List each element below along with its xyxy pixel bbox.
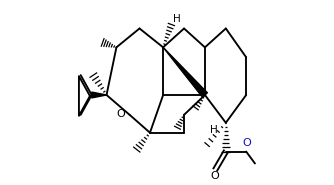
Text: O: O: [116, 110, 125, 120]
Polygon shape: [92, 92, 107, 98]
Text: O: O: [210, 171, 219, 181]
Text: O: O: [243, 137, 252, 147]
Polygon shape: [163, 47, 207, 97]
Text: H: H: [173, 14, 181, 24]
Text: H: H: [210, 125, 218, 135]
